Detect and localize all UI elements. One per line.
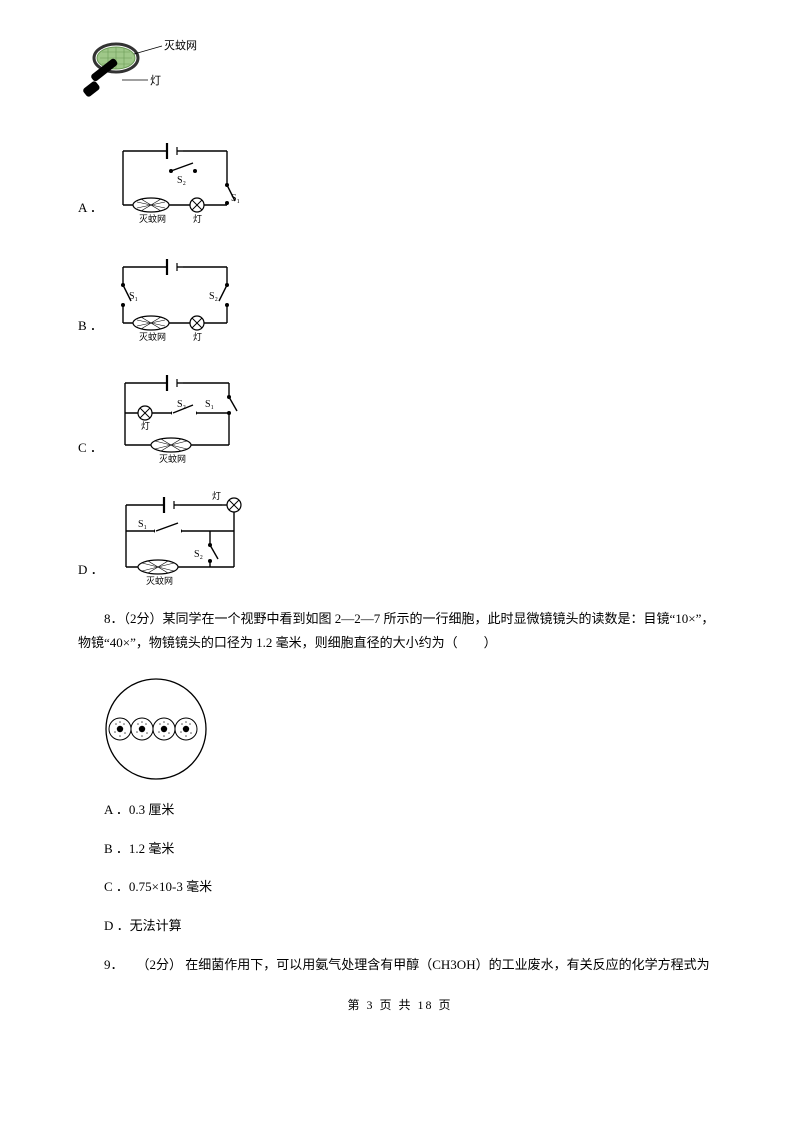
svg-text:S₁: S₁ (138, 519, 147, 530)
option-d-letter: D ． (78, 558, 112, 589)
option-a-row: A ． S₂ (78, 127, 722, 227)
svg-text:灭蚊网: 灭蚊网 (146, 575, 173, 586)
svg-text:S₁: S₁ (205, 399, 214, 410)
racket-net-label: 灭蚊网 (164, 38, 197, 52)
q8-option-a: A ．0.3 厘米 (78, 798, 722, 823)
footer-total: 共 18 页 (399, 998, 453, 1012)
page-footer: 第 3 页 共 18 页 (78, 994, 722, 1017)
option-d-row: D ． 灯 (78, 485, 722, 589)
svg-text:S₂: S₂ (177, 399, 186, 410)
svg-text:灭蚊网: 灭蚊网 (139, 213, 166, 224)
q9-stem: 9． （2分） 在细菌作用下，可以用氨气处理含有甲醇（CH3OH）的工业废水，有… (78, 953, 722, 978)
svg-text:灭蚊网: 灭蚊网 (159, 453, 186, 464)
q8-option-d: D ．无法计算 (78, 914, 722, 939)
svg-text:灯: 灯 (212, 491, 221, 501)
circuit-a: S₂ S₁ 灭蚊网 (111, 127, 243, 227)
option-b-row: B ． S₁ S₂ (78, 245, 722, 345)
svg-text:灯: 灯 (141, 421, 150, 431)
racket-lamp-label: 灯 (150, 74, 161, 87)
svg-text:灯: 灯 (193, 332, 202, 342)
circuit-b: S₁ S₂ 灭蚊网 灯 (111, 245, 243, 345)
option-c-row: C ． 灯 (78, 363, 722, 467)
footer-page: 第 3 页 (347, 998, 393, 1012)
circuit-c: 灯 S₂ S₁ 灭蚊网 (111, 363, 247, 467)
circuit-d: 灯 S₁ S₂ (112, 485, 252, 589)
svg-text:S₂: S₂ (194, 549, 203, 560)
q8-option-c: C ．0.75×10-3 毫米 (78, 875, 722, 900)
q8-option-b: B ．1.2 毫米 (78, 837, 722, 862)
racket-diagram: 灭蚊网 灯 (82, 32, 247, 112)
option-c-letter: C ． (78, 436, 111, 467)
option-b-letter: B ． (78, 314, 111, 345)
svg-text:S₂: S₂ (209, 291, 218, 302)
svg-text:灯: 灯 (193, 214, 202, 224)
option-a-letter: A ． (78, 196, 111, 227)
svg-text:S₁: S₁ (129, 291, 138, 302)
svg-text:S₁: S₁ (231, 193, 240, 204)
q8-cell-diagram (96, 674, 722, 784)
q8-stem: 8．（2分）某同学在一个视野中看到如图 2—2—7 所示的一行细胞，此时显微镜镜… (78, 607, 722, 656)
svg-text:灭蚊网: 灭蚊网 (139, 331, 166, 342)
svg-text:S₂: S₂ (177, 175, 186, 186)
